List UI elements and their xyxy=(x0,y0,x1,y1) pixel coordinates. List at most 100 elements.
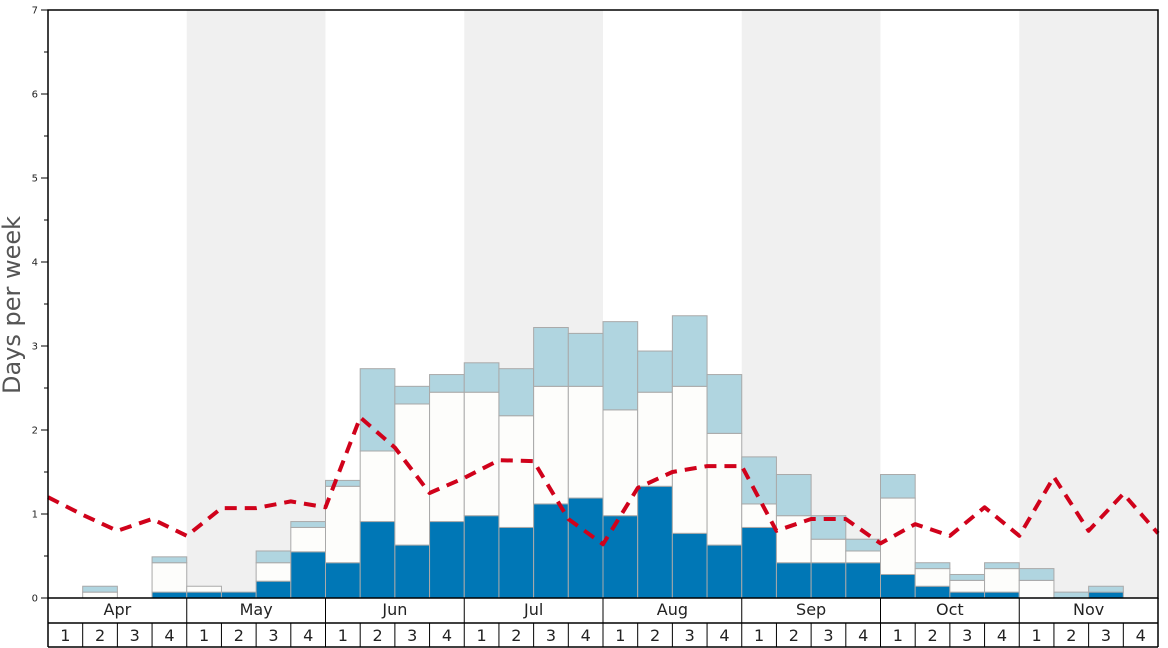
week-label: 1 xyxy=(60,626,70,645)
month-label-jun: Jun xyxy=(381,600,407,619)
week-label: 1 xyxy=(1032,626,1042,645)
week-label: 4 xyxy=(164,626,174,645)
bar-segment xyxy=(984,568,1020,593)
bar-segment xyxy=(602,515,639,599)
bar-segment xyxy=(741,456,777,505)
bar-segment xyxy=(151,591,188,599)
bar-segment xyxy=(637,485,673,599)
dashed-line xyxy=(47,415,1160,547)
bar-segment xyxy=(914,568,951,587)
bar-segment xyxy=(741,526,777,599)
bar-segment xyxy=(637,391,673,487)
week-label: 4 xyxy=(303,626,313,645)
bar-segment xyxy=(1088,585,1124,593)
week-label: 4 xyxy=(997,626,1007,645)
week-label: 2 xyxy=(650,626,660,645)
week-label: 1 xyxy=(199,626,209,645)
bar-segment xyxy=(498,415,535,528)
bar-segment xyxy=(671,385,708,534)
bar-segment xyxy=(255,562,292,582)
week-label: 2 xyxy=(234,626,244,645)
week-label: 2 xyxy=(1066,626,1076,645)
y-tick-label: 6 xyxy=(32,90,38,101)
bar-segment xyxy=(880,474,916,499)
bar-segment xyxy=(914,585,951,599)
bar-segment xyxy=(984,591,1020,599)
bar-segment xyxy=(429,391,465,523)
bar-segment xyxy=(914,562,951,570)
bar-segment xyxy=(359,368,396,452)
week-label: 2 xyxy=(511,626,521,645)
bar-segment xyxy=(394,403,431,546)
week-label: 1 xyxy=(338,626,348,645)
bar-segment xyxy=(151,562,188,593)
bar-segment xyxy=(949,573,986,581)
month-label-may: May xyxy=(240,600,273,619)
bar-segment xyxy=(82,591,118,599)
week-label: 2 xyxy=(789,626,799,645)
month-label-sep: Sep xyxy=(796,600,826,619)
bar-segment xyxy=(567,332,604,387)
bar-segment xyxy=(325,479,361,487)
week-label: 2 xyxy=(95,626,105,645)
bar-segment xyxy=(394,544,431,599)
week-label: 3 xyxy=(823,626,833,645)
bar-segment xyxy=(533,503,569,599)
month-band-may xyxy=(186,10,326,598)
bar-segment xyxy=(255,550,292,564)
bar-segment xyxy=(1088,591,1124,599)
bar-segment xyxy=(949,579,986,593)
y-tick-label: 3 xyxy=(32,342,38,353)
dashed-line-layer xyxy=(47,415,1160,547)
x-axis: Apr May Jun Jul Aug Sep Oct Nov 1 2 3 4 1 2 3 4 1 2 3 4 1 2 3 4… xyxy=(47,598,1159,648)
y-tick-label: 4 xyxy=(32,258,38,269)
bar-segment xyxy=(463,515,500,599)
week-label: 4 xyxy=(719,626,729,645)
week-label: 4 xyxy=(1136,626,1146,645)
bar-segment xyxy=(429,374,465,393)
bar-segment xyxy=(602,409,639,517)
bar-segment xyxy=(359,450,396,523)
month-label-aug: Aug xyxy=(657,600,688,619)
week-label: 1 xyxy=(893,626,903,645)
bar-segment xyxy=(845,562,881,599)
week-label: 2 xyxy=(372,626,382,645)
bar-segment xyxy=(359,521,396,599)
week-label: 3 xyxy=(962,626,972,645)
bar-segment xyxy=(567,497,604,599)
bar-segment xyxy=(706,374,743,434)
bar-segment xyxy=(1018,568,1055,581)
week-label: 3 xyxy=(685,626,695,645)
month-label-oct: Oct xyxy=(936,600,964,619)
week-label: 3 xyxy=(268,626,278,645)
bar-segment xyxy=(1053,591,1090,599)
bar-stacks xyxy=(82,315,1124,599)
week-label: 1 xyxy=(615,626,625,645)
bar-segment xyxy=(220,591,257,599)
bar-segment xyxy=(533,327,569,387)
bar-segment xyxy=(984,562,1020,570)
y-axis: 0 1 2 3 4 5 6 7 xyxy=(32,6,48,605)
bar-segment xyxy=(845,538,881,552)
bar-segment xyxy=(290,521,326,528)
week-label: 4 xyxy=(858,626,868,645)
week-label: 4 xyxy=(581,626,591,645)
bar-segment xyxy=(810,515,847,540)
bar-segment xyxy=(637,350,673,393)
bar-segment xyxy=(186,585,222,593)
week-label: 3 xyxy=(407,626,417,645)
bar-segment xyxy=(810,538,847,564)
bar-segment xyxy=(325,562,361,599)
bar-segment xyxy=(151,556,188,564)
y-tick-label: 1 xyxy=(32,510,38,521)
week-label: 3 xyxy=(1101,626,1111,645)
bar-segment xyxy=(671,315,708,387)
bar-segment xyxy=(880,573,916,599)
bar-segment xyxy=(775,474,812,517)
bar-segment xyxy=(810,562,847,599)
bar-segment xyxy=(463,391,500,517)
month-label-nov: Nov xyxy=(1073,600,1104,619)
month-band-apr xyxy=(48,10,187,598)
bar-segment xyxy=(186,591,222,599)
